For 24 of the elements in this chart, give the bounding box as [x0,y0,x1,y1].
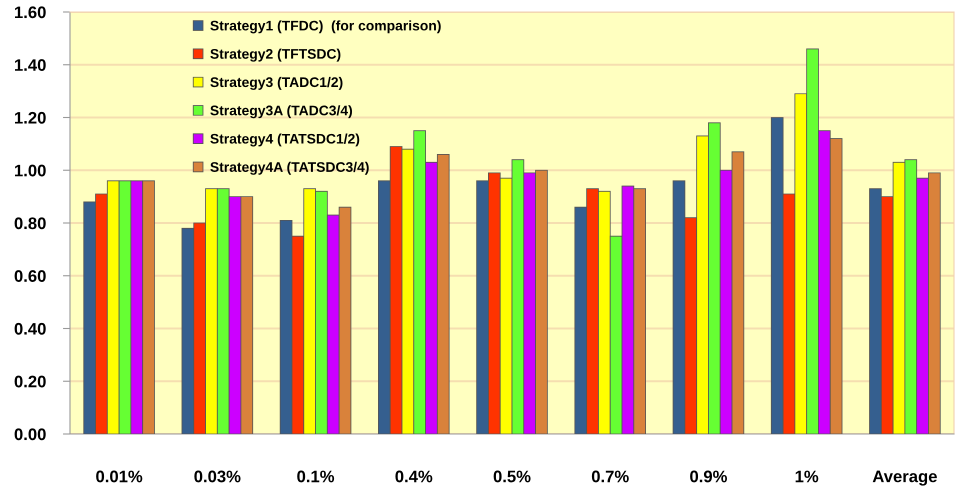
legend-label: Strategy1 (TFDC) (for comparison) [210,20,441,34]
y-tick-label: 0.80 [14,217,46,230]
x-tick-label: 0.1% [297,470,334,482]
x-tick-label: Average [872,470,937,486]
y-tick-label: 0.60 [14,270,46,282]
y-tick-label: 0.00 [14,428,46,440]
y-tick-label: 1.20 [15,112,46,124]
y-tick-label: 1.40 [15,59,46,71]
legend-label: Strategy3 (TADC1/2) [210,76,342,90]
x-tick-label: 0.4% [395,470,432,482]
legend-label: Strategy4 (TATSDC1/2) [210,133,360,146]
x-tick-label: 0.03% [194,470,241,482]
legend-label: Strategy4A (TATSDC3/4) [210,162,369,175]
legend-label: Strategy2 (TFTSDC) [210,48,340,62]
x-tick-label: 1% [796,470,818,482]
y-tick-label: 1.00 [15,164,46,176]
y-tick-label: 0.40 [14,322,46,335]
x-tick-label: 0.9% [690,470,727,482]
x-tick-label: 0.5% [494,470,531,482]
x-tick-label: 0.7% [592,470,629,482]
legend-label: Strategy3A (TADC3/4) [210,105,352,118]
y-tick-label: 0.20 [14,376,46,388]
y-tick-label: 1.60 [15,6,46,18]
x-tick-label: 0.01% [96,470,142,482]
